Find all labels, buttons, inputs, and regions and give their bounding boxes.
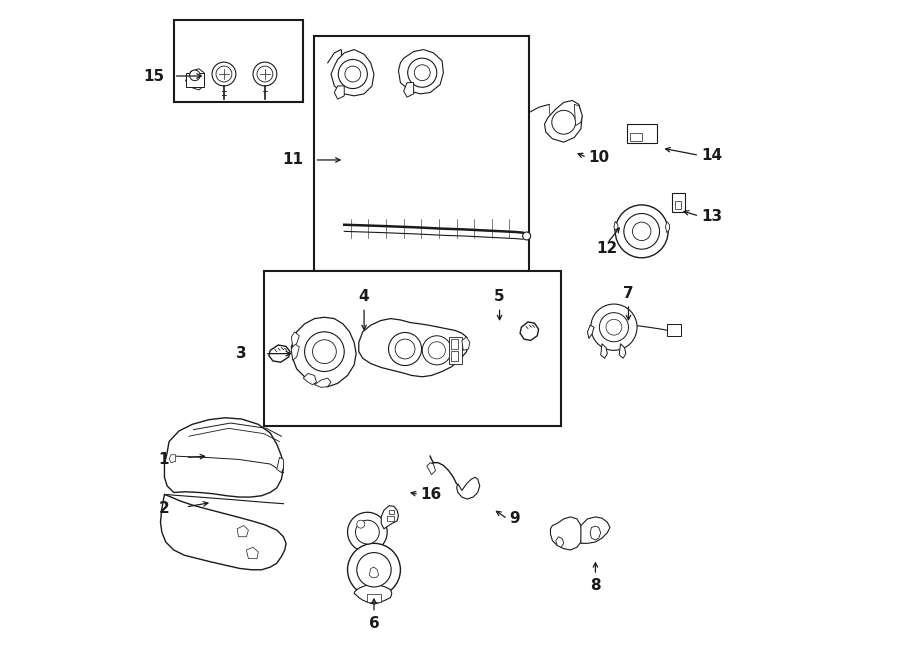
Circle shape [590,304,637,350]
Polygon shape [292,344,300,360]
Circle shape [347,512,387,552]
Polygon shape [303,373,317,385]
Text: 1: 1 [158,452,169,467]
Polygon shape [456,477,480,499]
Polygon shape [665,221,670,233]
Bar [389,510,394,514]
Circle shape [257,66,273,82]
Circle shape [428,342,446,359]
Polygon shape [359,319,469,377]
Text: 14: 14 [701,148,723,163]
Text: 5: 5 [494,289,505,304]
Circle shape [414,65,430,81]
Bar [387,516,394,521]
Polygon shape [247,547,258,559]
Circle shape [338,59,367,89]
Polygon shape [185,69,204,90]
Bar [264,271,561,426]
Polygon shape [520,322,538,340]
Polygon shape [355,584,392,604]
Circle shape [616,205,668,258]
Polygon shape [556,537,563,547]
Circle shape [216,66,232,82]
Circle shape [408,58,436,87]
Circle shape [395,339,415,359]
Polygon shape [591,309,635,344]
Polygon shape [588,325,594,338]
Polygon shape [574,104,582,126]
Polygon shape [277,457,284,473]
Polygon shape [551,517,582,550]
Polygon shape [331,50,374,96]
Polygon shape [314,378,331,387]
Circle shape [624,214,660,249]
Polygon shape [238,525,248,537]
Circle shape [552,110,576,134]
Polygon shape [580,517,610,543]
Circle shape [389,332,421,366]
Circle shape [356,520,379,544]
Bar [185,73,204,87]
Circle shape [633,222,651,241]
Polygon shape [292,317,356,387]
Polygon shape [614,221,618,233]
Polygon shape [619,344,625,358]
Polygon shape [165,418,284,497]
Text: 8: 8 [590,578,600,594]
Text: 9: 9 [509,512,520,526]
Circle shape [356,553,392,587]
Text: 6: 6 [369,616,380,631]
Bar [174,20,302,102]
Bar [366,594,382,602]
Text: 13: 13 [701,209,723,223]
Polygon shape [169,455,176,463]
Circle shape [599,313,628,342]
Polygon shape [462,337,470,350]
Text: 7: 7 [623,286,634,301]
Bar [449,337,462,364]
Polygon shape [600,344,608,358]
Polygon shape [544,100,582,142]
Circle shape [212,62,236,86]
Circle shape [253,62,277,86]
Bar [451,339,458,349]
Circle shape [523,232,531,240]
Circle shape [347,543,400,596]
Circle shape [345,66,361,82]
Bar [630,133,642,141]
Polygon shape [269,345,290,362]
Text: 10: 10 [589,150,610,165]
Bar [675,201,681,209]
Text: 2: 2 [158,502,169,516]
Circle shape [312,340,337,364]
Circle shape [304,332,344,371]
Text: 11: 11 [283,153,303,167]
Bar [667,324,681,336]
Polygon shape [382,506,399,529]
Polygon shape [427,463,436,475]
Polygon shape [404,83,414,97]
Text: 16: 16 [420,487,442,502]
Polygon shape [160,494,286,570]
Bar [314,36,529,271]
Circle shape [356,520,365,528]
Bar [627,124,657,143]
Text: 4: 4 [359,289,369,304]
Circle shape [422,336,451,365]
Text: 15: 15 [143,69,165,83]
Circle shape [190,70,200,81]
Circle shape [606,319,622,335]
Polygon shape [399,50,444,94]
Polygon shape [334,86,344,99]
Bar [672,193,685,212]
Bar [451,351,458,361]
Polygon shape [590,526,600,540]
Text: 3: 3 [236,346,247,361]
Polygon shape [369,567,379,578]
Polygon shape [292,332,300,346]
Text: 12: 12 [597,241,618,256]
